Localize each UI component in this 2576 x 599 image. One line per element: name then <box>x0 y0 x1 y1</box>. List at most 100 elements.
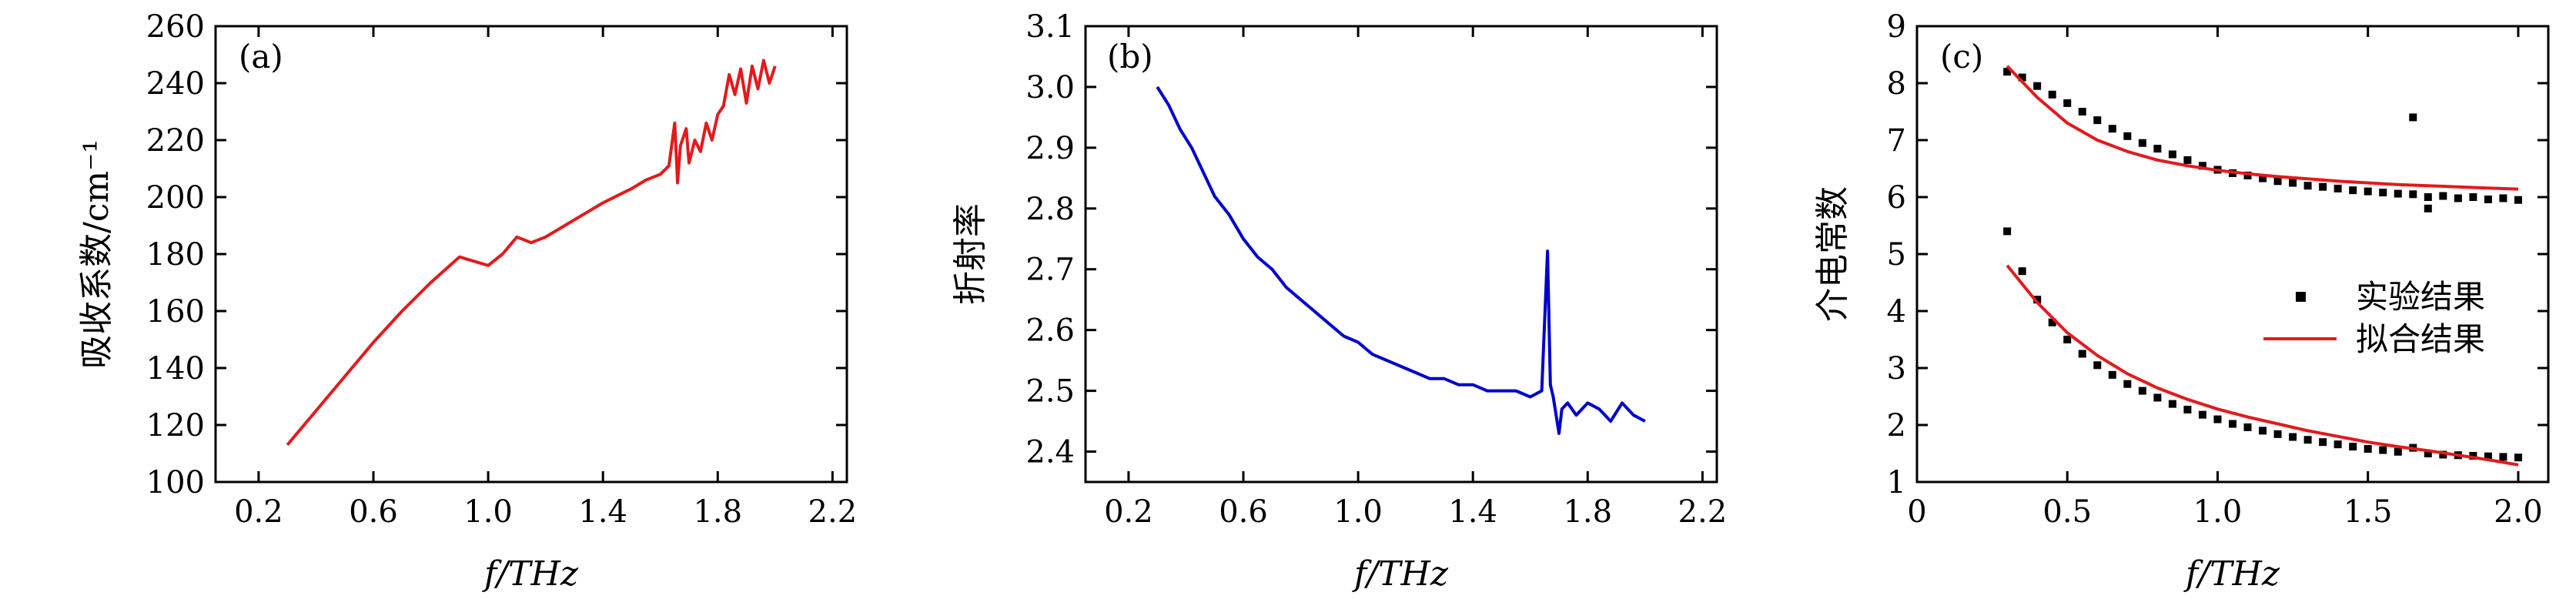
legend-marker-square <box>2296 292 2306 302</box>
data-point <box>2319 182 2327 191</box>
x-tick-label: 1.8 <box>1563 494 1612 530</box>
data-point <box>2259 427 2267 435</box>
y-tick-label: 120 <box>146 408 205 443</box>
data-point <box>2198 410 2206 419</box>
plot-frame <box>214 25 848 484</box>
data-point <box>2499 194 2507 202</box>
y-tick-label: 9 <box>1887 9 1906 45</box>
data-point <box>2439 450 2447 459</box>
data-point <box>2379 189 2387 197</box>
data-point <box>2379 446 2387 454</box>
data-point <box>2394 189 2402 198</box>
data-point <box>2003 227 2012 236</box>
data-point <box>2048 318 2056 326</box>
data-point <box>2409 190 2417 199</box>
x-tick-label: 0.6 <box>349 494 398 530</box>
data-point <box>2289 433 2297 441</box>
x-tick-label: 1.0 <box>463 494 513 530</box>
data-point <box>2063 336 2072 343</box>
legend-label-fit: 拟合结果 <box>2356 320 2485 358</box>
plot-frame <box>1084 25 1718 484</box>
data-point <box>2138 387 2146 395</box>
data-point <box>2078 108 2086 115</box>
data-point <box>2424 450 2432 457</box>
x-tick-label: 0.2 <box>234 494 283 530</box>
data-point <box>2198 162 2206 170</box>
data-point <box>2439 192 2447 200</box>
y-tick-label: 2.5 <box>1025 374 1075 410</box>
series-line-0 <box>1156 85 1646 435</box>
data-point <box>2183 156 2192 164</box>
x-tick-label: 1.8 <box>693 494 742 530</box>
data-point <box>2303 182 2312 190</box>
data-point <box>2499 453 2507 461</box>
data-point <box>2048 90 2056 99</box>
data-point <box>2243 171 2252 179</box>
data-point <box>2003 68 2012 76</box>
data-point <box>2469 451 2477 460</box>
y-tick-label: 2.8 <box>1025 192 1075 227</box>
data-point <box>2514 196 2522 204</box>
x-tick-label: 2.0 <box>2494 494 2543 530</box>
series-line-0 <box>286 59 777 447</box>
data-point <box>2153 393 2162 402</box>
data-point <box>2319 438 2327 447</box>
x-tick-label: 2.2 <box>1678 494 1728 530</box>
data-point <box>2243 423 2252 431</box>
y-tick-label: 180 <box>146 237 205 273</box>
x-axis-label: f/THz <box>1352 554 1449 594</box>
data-point <box>2153 145 2162 153</box>
data-point <box>2484 195 2492 203</box>
data-point <box>2108 370 2116 379</box>
data-point <box>2259 174 2267 182</box>
panel-label: (a) <box>239 38 283 75</box>
data-point <box>2108 125 2116 133</box>
y-tick-label: 100 <box>146 465 205 500</box>
y-tick-label: 160 <box>146 294 205 330</box>
data-point <box>2289 179 2297 187</box>
y-tick-label: 200 <box>146 180 205 216</box>
data-point <box>2018 73 2026 82</box>
x-tick-label: 1.5 <box>2343 494 2393 530</box>
data-point <box>2229 420 2236 428</box>
data-point <box>2484 452 2492 460</box>
data-point <box>2333 184 2342 192</box>
data-point <box>2454 194 2462 202</box>
y-tick-label: 2.6 <box>1025 313 1075 349</box>
panel-b: f/THz 折射率 0.2 0.6 1.0 1.4 1.8 2.2 2.4 2.5 2.6 2.7… <box>951 9 1727 594</box>
data-point <box>2364 187 2372 196</box>
data-point <box>2424 193 2432 201</box>
data-point <box>2123 132 2132 140</box>
y-tick-label: 3 <box>1887 351 1906 387</box>
x-tick-label: 0.6 <box>1219 494 1268 530</box>
y-tick-label: 2.7 <box>1025 253 1075 288</box>
data-point <box>2018 267 2026 276</box>
data-point <box>2168 400 2176 408</box>
y-axis-label: 折射率 <box>951 203 990 305</box>
data-point <box>2273 177 2282 186</box>
y-tick-label: 5 <box>1887 237 1906 273</box>
data-point <box>2424 204 2432 212</box>
data-point <box>2183 406 2192 414</box>
x-tick-label: 0.2 <box>1104 494 1153 530</box>
data-point <box>2138 139 2146 147</box>
data-point <box>2123 380 2132 388</box>
data-point <box>2469 193 2477 201</box>
panel-label: (b) <box>1107 38 1153 75</box>
x-tick-label: 2.2 <box>808 494 858 530</box>
data-point <box>2213 415 2222 423</box>
plot-frame <box>1915 25 2550 484</box>
x-tick-label: 1.4 <box>578 494 627 530</box>
x-tick-label: 1.0 <box>1333 494 1383 530</box>
y-tick-label: 1 <box>1887 465 1906 500</box>
panel-a: f/THz 吸收系数/cm⁻¹ 0.2 0.6 1.0 1.4 1.8 2.2 100 120… <box>77 9 857 594</box>
y-tick-label: 6 <box>1887 180 1906 216</box>
data-point <box>2033 82 2042 90</box>
legend-label-experiment: 实验结果 <box>2356 278 2485 316</box>
y-axis-label: 吸收系数/cm⁻¹ <box>77 139 116 369</box>
legend: 实验结果 拟合结果 <box>2263 278 2485 358</box>
data-point <box>2349 186 2357 195</box>
data-point <box>2078 350 2086 358</box>
data-point <box>2349 443 2357 451</box>
